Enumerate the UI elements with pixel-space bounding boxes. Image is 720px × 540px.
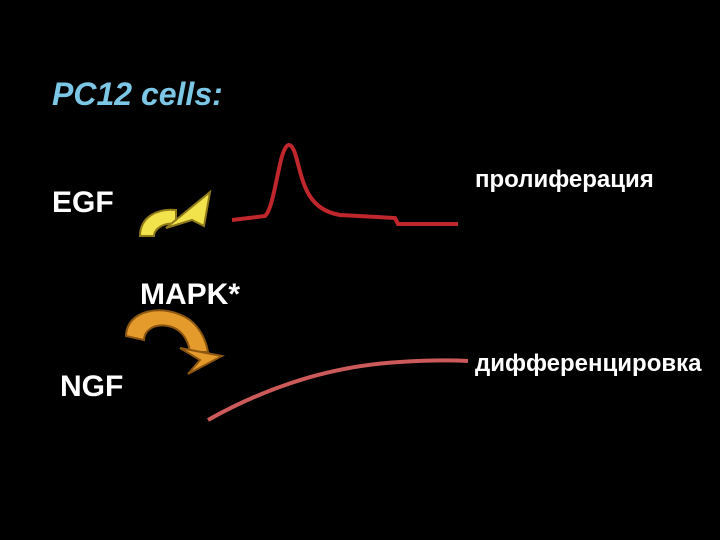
graphics-layer [0, 0, 720, 540]
down-arrow-icon [126, 310, 222, 374]
transient-curve [232, 145, 458, 224]
sustained-curve [208, 360, 468, 420]
up-arrow-icon [140, 192, 210, 236]
down-arrow-head [180, 348, 222, 374]
up-arrow-body [140, 210, 176, 236]
down-arrow-body [126, 310, 208, 352]
diagram-stage: PC12 cells: EGF MAPK* NGF пролиферация д… [0, 0, 720, 540]
